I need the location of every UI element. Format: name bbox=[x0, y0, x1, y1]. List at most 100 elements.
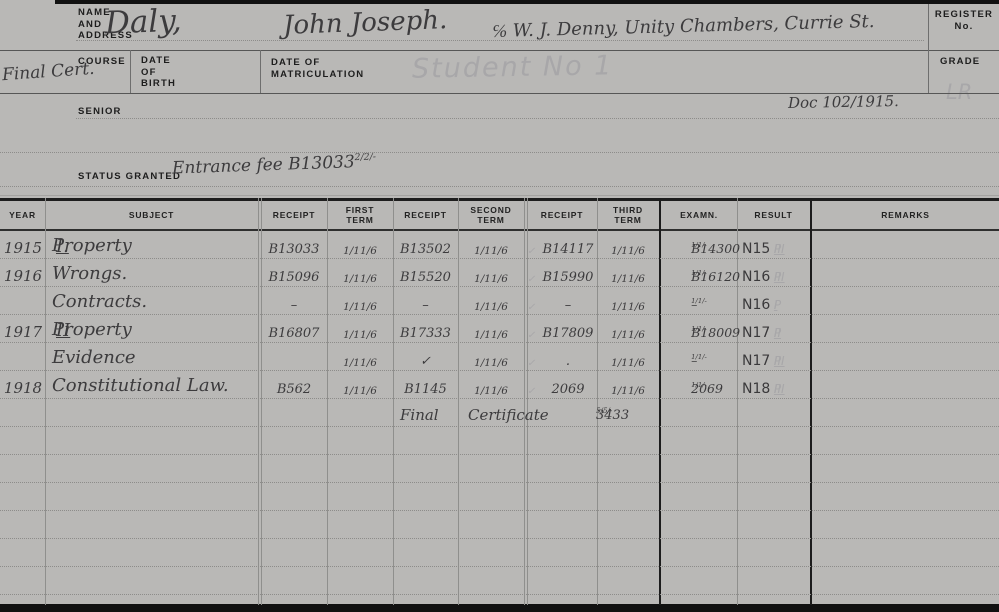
receipt2-cell: B15520 bbox=[400, 270, 451, 285]
row-line bbox=[0, 482, 999, 483]
subject-cell: Evidence bbox=[52, 347, 136, 368]
certificate-word: Certificate bbox=[468, 406, 549, 424]
pencil-tick: ✓ bbox=[527, 246, 536, 257]
examn-cell: –1/1/- bbox=[691, 353, 707, 368]
year-cell: 1917 bbox=[3, 323, 43, 341]
student-number-pencil-note: Student No 1 bbox=[411, 50, 614, 85]
subject-cell: Property II bbox=[52, 319, 132, 341]
pencil-tick: ✓ bbox=[527, 302, 536, 313]
date-of-birth-label: DATE OF BIRTH bbox=[141, 55, 177, 89]
header-receipt-1: RECEIPT bbox=[272, 209, 316, 220]
table-row: 1918 Constitutional Law. B562 1/11/6 B11… bbox=[0, 371, 999, 398]
name-address-label: NAME AND ADDRESS bbox=[78, 7, 133, 41]
given-names-handwriting: John Joseph. bbox=[282, 5, 448, 41]
subject-cell: Wrongs. bbox=[52, 263, 128, 284]
doc-number-handwriting: Doc 102/1915. bbox=[787, 92, 900, 112]
header-receipt-3: RECEIPT bbox=[540, 209, 584, 220]
row-line bbox=[0, 286, 999, 287]
senior-label: SENIOR bbox=[78, 106, 122, 117]
rule-under-name-row bbox=[0, 50, 999, 51]
result-cell: N15 P III bbox=[742, 241, 785, 257]
receipt3-cell: B15990 bbox=[542, 270, 594, 285]
divider-dob-matric bbox=[260, 50, 261, 93]
receipt2-cell: ✓ bbox=[420, 354, 431, 369]
header-subject: SUBJECT bbox=[128, 209, 175, 220]
row-line bbox=[0, 342, 999, 343]
table-row: 1917 Property II B16807 1/11/6 B17333 1/1… bbox=[0, 315, 999, 342]
receipt3-cell: B14117 bbox=[542, 242, 594, 257]
term3-cell: 1/11/6 bbox=[611, 357, 645, 369]
receipt1-cell: B13033 bbox=[268, 242, 320, 257]
pencil-tick: ✓ bbox=[527, 274, 536, 285]
header-third-term: THIRD TERM bbox=[613, 204, 643, 225]
course-handwriting: Final Cert. bbox=[1, 58, 96, 86]
surname-handwriting: Daly, bbox=[104, 2, 183, 42]
divider-register-grade-box bbox=[928, 4, 929, 93]
grade-label: GRADE bbox=[940, 56, 981, 67]
examn-cell: 2069 1/1/- bbox=[691, 381, 723, 396]
receipt2-cell: – bbox=[422, 298, 429, 313]
status-fee-superscript: 2/2/- bbox=[354, 151, 377, 164]
row-line bbox=[0, 538, 999, 539]
receipt1-cell: B16807 bbox=[268, 326, 320, 341]
col-divider-receipt1 bbox=[327, 198, 328, 605]
examn-cell: B18009 1/1/- bbox=[691, 325, 741, 340]
table-top-heavy-rule bbox=[0, 198, 999, 201]
col-divider-year bbox=[45, 198, 46, 605]
subject-cell: Contracts. bbox=[52, 291, 148, 312]
rule-under-course-row bbox=[0, 93, 999, 94]
table-row: 1916 Wrongs. B15096 1/11/6 B15520 1/11/6… bbox=[0, 259, 999, 286]
col-divider-term2-a bbox=[524, 198, 525, 605]
row-line bbox=[0, 566, 999, 567]
header-second-term: SECOND TERM bbox=[470, 204, 512, 225]
pencil-tick: ✓ bbox=[527, 330, 536, 341]
status-granted-handwriting: Entrance fee B130332/2/- bbox=[171, 151, 377, 179]
term3-cell: 1/11/6 bbox=[611, 245, 645, 257]
col-divider-receipt3 bbox=[597, 198, 598, 605]
pencil-tick: ✓ bbox=[527, 386, 536, 397]
col-divider-term1 bbox=[393, 198, 394, 605]
col-divider-subject-a bbox=[258, 198, 259, 605]
dotted-line-name bbox=[76, 40, 924, 41]
term2-cell: 1/11/6 bbox=[474, 329, 508, 341]
row-line bbox=[0, 594, 999, 595]
receipt3-cell: – bbox=[564, 298, 572, 313]
examn-cell: –1/1/- bbox=[691, 297, 707, 312]
pencil-tick: ✓ bbox=[527, 358, 536, 369]
term1-cell: 1/11/6 bbox=[343, 385, 377, 397]
term2-cell: 1/11/6 bbox=[474, 357, 508, 369]
receipt3-cell: B17809 bbox=[542, 326, 594, 341]
col-divider-remarks-heavy bbox=[810, 198, 812, 605]
term1-cell: 1/11/6 bbox=[343, 245, 377, 257]
term2-cell: 1/11/6 bbox=[474, 385, 508, 397]
table-row: 1915 Property I. B13033 1/11/6 B13502 1/1… bbox=[0, 231, 999, 258]
receipt1-cell: B15096 bbox=[268, 270, 320, 285]
term1-cell: 1/11/6 bbox=[343, 273, 377, 285]
dotted-line-middle bbox=[0, 152, 999, 153]
table-top-thin-rule bbox=[0, 195, 999, 196]
table-row: Contracts. – 1/11/6 – 1/11/6 ✓ – 1/11/6 … bbox=[0, 287, 999, 314]
receipt2-cell: B13502 bbox=[400, 242, 451, 257]
year-cell: 1915 bbox=[3, 239, 43, 257]
divider-course-dob bbox=[130, 50, 131, 93]
scan-edge-bottom bbox=[0, 604, 999, 612]
col-divider-receipt2 bbox=[458, 198, 459, 605]
date-of-matriculation-label: DATE OF MATRICULATION bbox=[271, 57, 365, 80]
receipt3-cell: 2069 bbox=[551, 382, 585, 397]
term2-cell: 1/11/6 bbox=[474, 301, 508, 313]
term3-cell: 1/11/6 bbox=[611, 385, 645, 397]
dotted-line-senior bbox=[76, 118, 999, 119]
result-cell: N17 P II bbox=[742, 325, 782, 341]
term3-cell: 1/11/6 bbox=[611, 329, 645, 341]
receipt2-cell: B1145 bbox=[404, 382, 447, 397]
receipt2-cell: B17333 bbox=[400, 326, 451, 341]
col-divider-term2-b bbox=[527, 198, 528, 605]
examn-cell: B14300 1/1/- bbox=[691, 241, 741, 256]
table-header-bottom-rule bbox=[0, 229, 999, 231]
row-line bbox=[0, 314, 999, 315]
row-line bbox=[0, 258, 999, 259]
term3-cell: 1/11/6 bbox=[611, 273, 645, 285]
row-line bbox=[0, 454, 999, 455]
row-line bbox=[0, 426, 999, 427]
